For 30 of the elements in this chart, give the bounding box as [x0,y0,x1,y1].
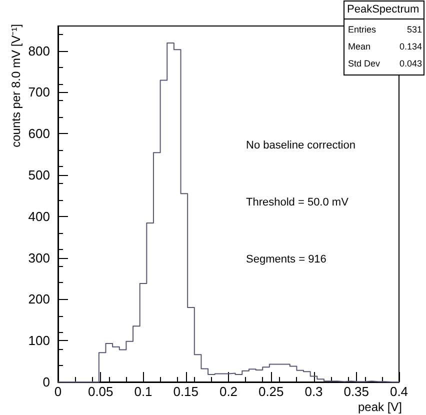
text: PeakSpectrum [347,4,420,16]
x-tick-label: 0.2 [219,384,238,399]
y-tick-label: 700 [28,84,50,100]
y-tick-label: 0 [42,374,50,390]
y-tick-label: 100 [28,333,50,348]
x-tick-label: 0.1 [134,384,152,399]
x-tick-label: 0 [54,384,62,399]
x-tick-label: 0.35 [344,384,370,399]
x-tick-label: 0.4 [390,384,408,399]
annotation: Entries [348,24,377,34]
y-tick-label: 600 [28,126,50,142]
annotation: Threshold = 50.0 mV [246,196,350,208]
y-axis-title: counts per 8.0 mV [V⁻¹] [9,24,23,148]
text: 0.134 [399,42,422,52]
y-tick-label: 800 [28,43,50,58]
y-tick-label: 400 [28,208,50,224]
x-tick-label: 0.15 [173,384,199,399]
x-tick-label: 0.25 [258,384,284,399]
text: 531 [406,24,422,34]
y-tick-label: 300 [28,250,50,266]
annotation: Segments = 916 [246,254,326,266]
y-tick-label: 500 [28,168,50,183]
x-axis-title: peak [V] [358,400,402,414]
x-tick-label: 0.3 [304,384,323,399]
y-tick-label: 200 [28,292,50,307]
text: 0.043 [399,58,422,68]
annotation: Mean [348,42,371,52]
x-tick-label: 0.05 [88,384,114,399]
annotation: Std Dev [348,58,381,68]
annotation: No baseline correction [246,140,356,152]
